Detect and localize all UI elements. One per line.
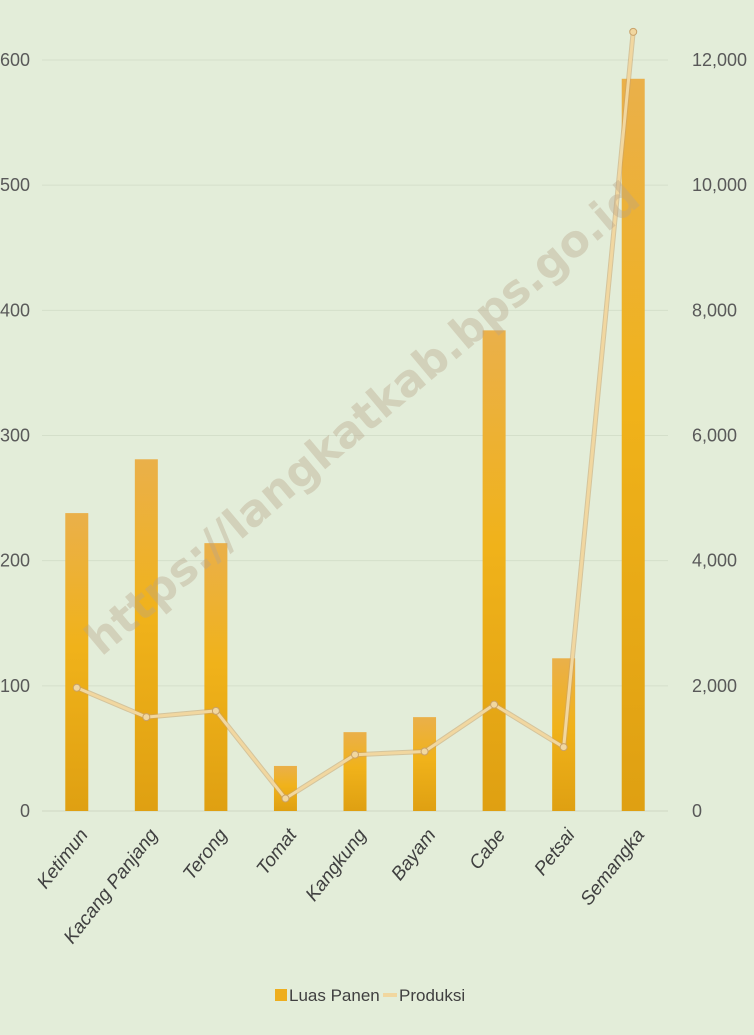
legend: Luas Panen Produksi: [275, 986, 465, 1005]
left-y-tick-label: 100: [0, 676, 30, 696]
right-y-axis: 0 2,000 4,000 6,000 8,000 10,000 12,000: [692, 50, 747, 821]
right-y-tick-label: 4,000: [692, 551, 737, 571]
legend-item-produksi: Produksi: [383, 986, 465, 1005]
bar: [621, 78, 645, 811]
x-category-label: Bayam: [388, 825, 441, 885]
x-category-label: Terong: [179, 825, 232, 884]
x-category-label: Petsai: [531, 825, 581, 880]
legend-label-produksi: Produksi: [399, 986, 465, 1005]
bar: [482, 330, 506, 811]
x-category-label: Tomat: [253, 825, 302, 880]
line-point: [211, 706, 220, 715]
left-y-tick-label: 500: [0, 175, 30, 195]
line-point: [72, 683, 81, 692]
line-point: [351, 750, 359, 759]
x-category-label: Kangkung: [302, 825, 371, 906]
line-point: [559, 743, 568, 752]
left-y-tick-label: 0: [20, 801, 30, 821]
bar: [273, 765, 297, 811]
right-y-tick-label: 0: [692, 801, 702, 821]
x-category-label: Ketimun: [33, 825, 92, 893]
bar: [134, 459, 158, 811]
line-point: [629, 27, 638, 36]
legend-label-luas-panen: Luas Panen: [289, 986, 380, 1005]
left-y-axis: 0 100 200 300 400 500 600: [0, 50, 30, 821]
bar: [65, 513, 89, 811]
bar: [413, 717, 437, 811]
watermark-text: https://langkatkab.bps.go.id: [76, 172, 650, 665]
line-series-produksi: [72, 27, 638, 803]
left-y-tick-label: 200: [0, 551, 30, 571]
x-category-label: Semangka: [577, 825, 649, 910]
right-y-tick-label: 6,000: [692, 426, 737, 446]
legend-swatch-bar: [275, 989, 287, 1001]
bar-series-luas-panen: [65, 78, 645, 811]
right-y-tick-label: 2,000: [692, 676, 737, 696]
bar: [343, 732, 367, 811]
line-point: [142, 713, 151, 722]
right-y-tick-label: 12,000: [692, 50, 747, 70]
left-y-tick-label: 400: [0, 300, 30, 320]
left-y-tick-label: 600: [0, 50, 30, 70]
line-point: [281, 794, 290, 803]
right-y-tick-label: 10,000: [692, 175, 747, 195]
legend-item-luas-panen: Luas Panen: [275, 986, 380, 1005]
x-category-label: Cabe: [466, 825, 511, 874]
bar: [204, 543, 228, 811]
line-point: [420, 747, 429, 756]
left-y-tick-label: 300: [0, 426, 30, 446]
right-y-tick-label: 8,000: [692, 300, 737, 320]
line-point: [490, 700, 499, 709]
